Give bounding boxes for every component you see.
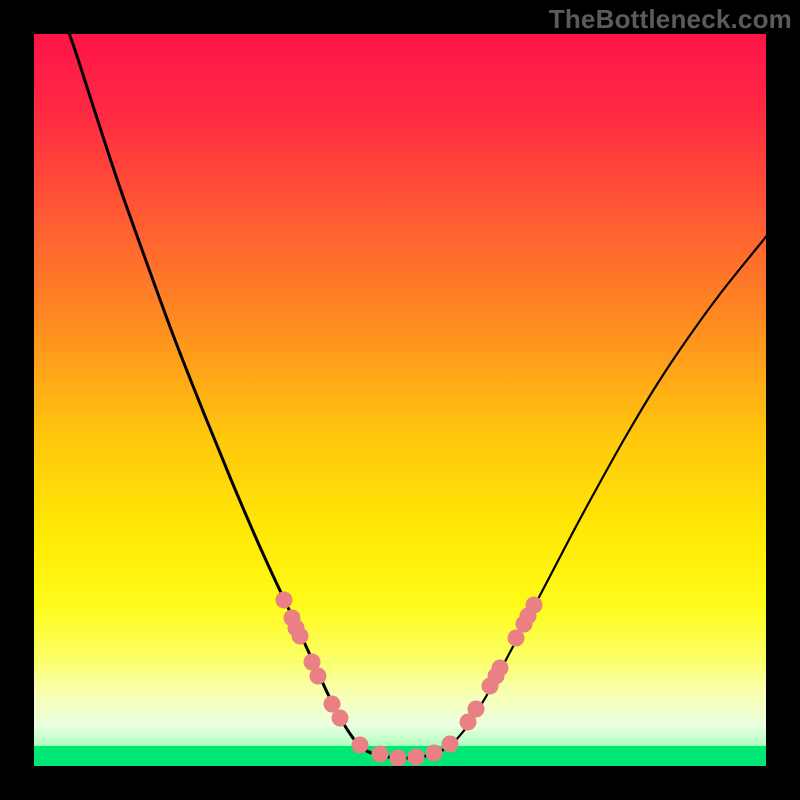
chart-root: TheBottleneck.com [0, 0, 800, 800]
gradient-background [34, 34, 766, 766]
bottom-green-band [34, 746, 766, 766]
watermark-text: TheBottleneck.com [549, 4, 792, 35]
